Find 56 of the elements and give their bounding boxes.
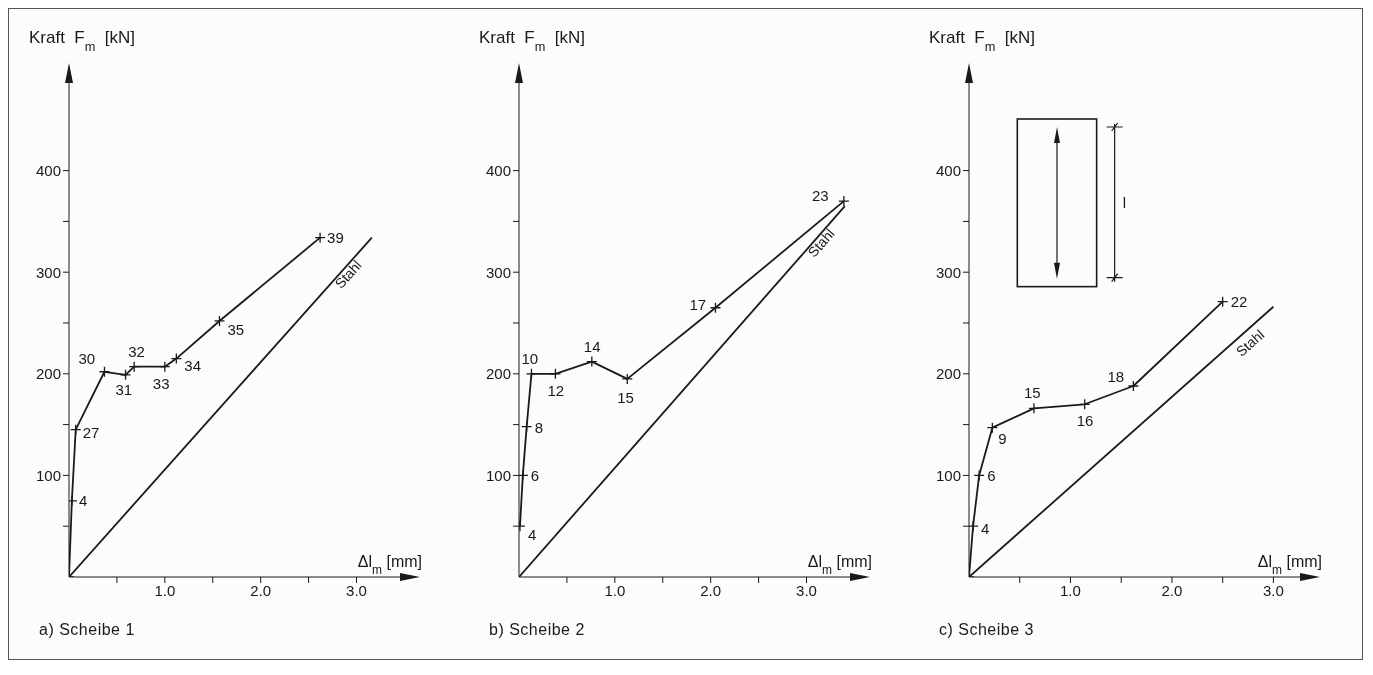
annotation: l [1122,193,1126,211]
y-tick-label: 100 [935,466,961,484]
annotation: 6 [987,467,996,485]
y-tick-label: 300 [485,263,511,281]
annotation: 4 [78,491,88,509]
x-tick-label: 1.0 [154,581,176,599]
y-axis-title: Kraft F$_{m}$ [kN] [479,28,586,54]
x-tick-label: 3.0 [796,581,817,599]
annotation: 32 [128,342,145,360]
x-tick-label: 1.0 [1060,581,1081,599]
annotation: 39 [327,228,344,246]
x-tick-label: 3.0 [1262,581,1284,599]
y-tick-label: 200 [35,365,61,383]
x-tick-label: 2.0 [250,581,272,599]
x-tick-label: 3.0 [346,581,367,599]
annotation: 9 [998,429,1007,447]
y-axis-title: Kraft F$_{m}$ [kN] [29,28,136,54]
annotation: 4 [527,526,537,544]
y-tick-label: 100 [485,466,511,484]
annotation: 33 [152,374,170,392]
annotation: 30 [78,349,96,367]
annotation: 23 [811,187,829,205]
annotation: 34 [184,356,202,374]
y-tick-label: 400 [935,161,961,179]
x-tick-label: 1.0 [604,581,626,599]
x-tick-label: 2.0 [1161,581,1183,599]
annotation: 14 [583,337,601,355]
annotation: 35 [227,320,245,338]
annotation: 31 [115,380,133,398]
y-tick-label: 300 [35,263,61,281]
annotation: 10 [521,349,539,367]
y-tick-label: 400 [485,161,511,179]
annotation: 6 [530,467,540,485]
x-axis-title: Δl$_{m}$ [mm] [357,553,422,577]
x-axis-title: Δl$_{m}$ [mm] [807,553,872,577]
y-axis-title: Kraft F$_{m}$ [kN] [929,28,1036,54]
annotation: 4 [981,520,990,538]
annotation: 16 [1076,412,1094,430]
y-tick-label: 100 [35,466,61,484]
text: c) Scheibe 3 [939,621,1034,639]
annotation: 15 [1023,384,1041,402]
text: b) Scheibe 2 [489,621,585,639]
annotation: 17 [689,295,707,313]
text: a) Scheibe 1 [39,621,135,639]
y-tick-label: 200 [935,365,961,383]
annotation: 12 [547,381,565,399]
x-axis-title: Δl$_{m}$ [mm] [1257,553,1322,577]
y-tick-label: 400 [35,161,61,179]
annotation: 8 [534,418,544,436]
y-tick-label: 300 [935,263,961,281]
annotation: 15 [617,388,634,406]
annotation: 22 [1230,292,1248,310]
annotation: 18 [1107,367,1125,385]
y-tick-label: 200 [485,365,511,383]
annotation: 27 [82,423,100,441]
x-tick-label: 2.0 [700,581,722,599]
